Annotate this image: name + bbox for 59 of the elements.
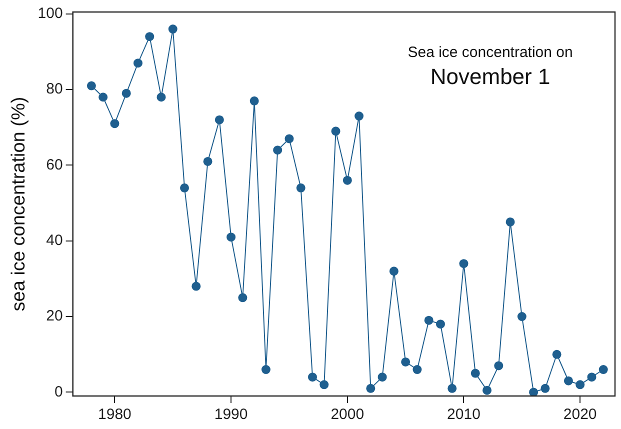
point <box>470 368 480 378</box>
point <box>331 126 340 136</box>
y-axis-title: sea ice concentration (%) <box>8 96 30 312</box>
point <box>226 232 236 242</box>
y-tick-label: 40 <box>46 232 63 250</box>
y-tick-label: 100 <box>38 5 63 22</box>
point <box>459 259 468 268</box>
y-tick-label: 80 <box>46 80 63 98</box>
point <box>576 380 585 390</box>
point <box>389 266 398 276</box>
point <box>564 376 573 386</box>
point <box>412 365 422 374</box>
point <box>156 92 166 102</box>
point <box>587 372 596 382</box>
y-tick-label: 0 <box>54 383 63 400</box>
point <box>540 384 550 393</box>
point <box>238 293 248 302</box>
y-tick-label: 60 <box>46 156 63 174</box>
point <box>494 361 504 370</box>
x-tick-label: 2020 <box>563 406 597 424</box>
point <box>378 372 387 382</box>
point <box>506 217 515 226</box>
x-tick-label: 1990 <box>214 406 248 424</box>
point <box>482 386 492 395</box>
point <box>145 32 154 42</box>
point <box>98 92 108 102</box>
point <box>308 372 317 382</box>
annotation: Sea ice concentration on <box>408 44 573 61</box>
point <box>133 58 142 68</box>
point <box>180 183 190 192</box>
point <box>517 312 526 322</box>
point <box>529 388 538 396</box>
annotation: November 1 <box>430 64 550 89</box>
point <box>284 134 294 144</box>
point <box>401 357 410 366</box>
x-tick-label: 1980 <box>98 406 132 424</box>
point <box>436 320 445 329</box>
x-tick-label: 2000 <box>330 406 364 424</box>
point <box>448 384 457 393</box>
point <box>122 88 131 98</box>
point <box>424 316 434 325</box>
point <box>261 365 270 374</box>
point <box>354 112 364 121</box>
point <box>320 380 329 390</box>
point <box>203 156 212 166</box>
point <box>273 146 282 155</box>
point <box>192 282 201 291</box>
point <box>214 115 224 124</box>
point <box>168 24 178 34</box>
point <box>552 350 562 359</box>
y-tick-label: 20 <box>46 308 63 325</box>
point <box>342 176 352 185</box>
point <box>250 96 259 106</box>
point <box>296 183 306 192</box>
point <box>86 81 96 90</box>
point <box>598 365 608 374</box>
point <box>110 119 120 128</box>
point <box>366 384 376 393</box>
x-tick-label: 2010 <box>447 406 480 424</box>
